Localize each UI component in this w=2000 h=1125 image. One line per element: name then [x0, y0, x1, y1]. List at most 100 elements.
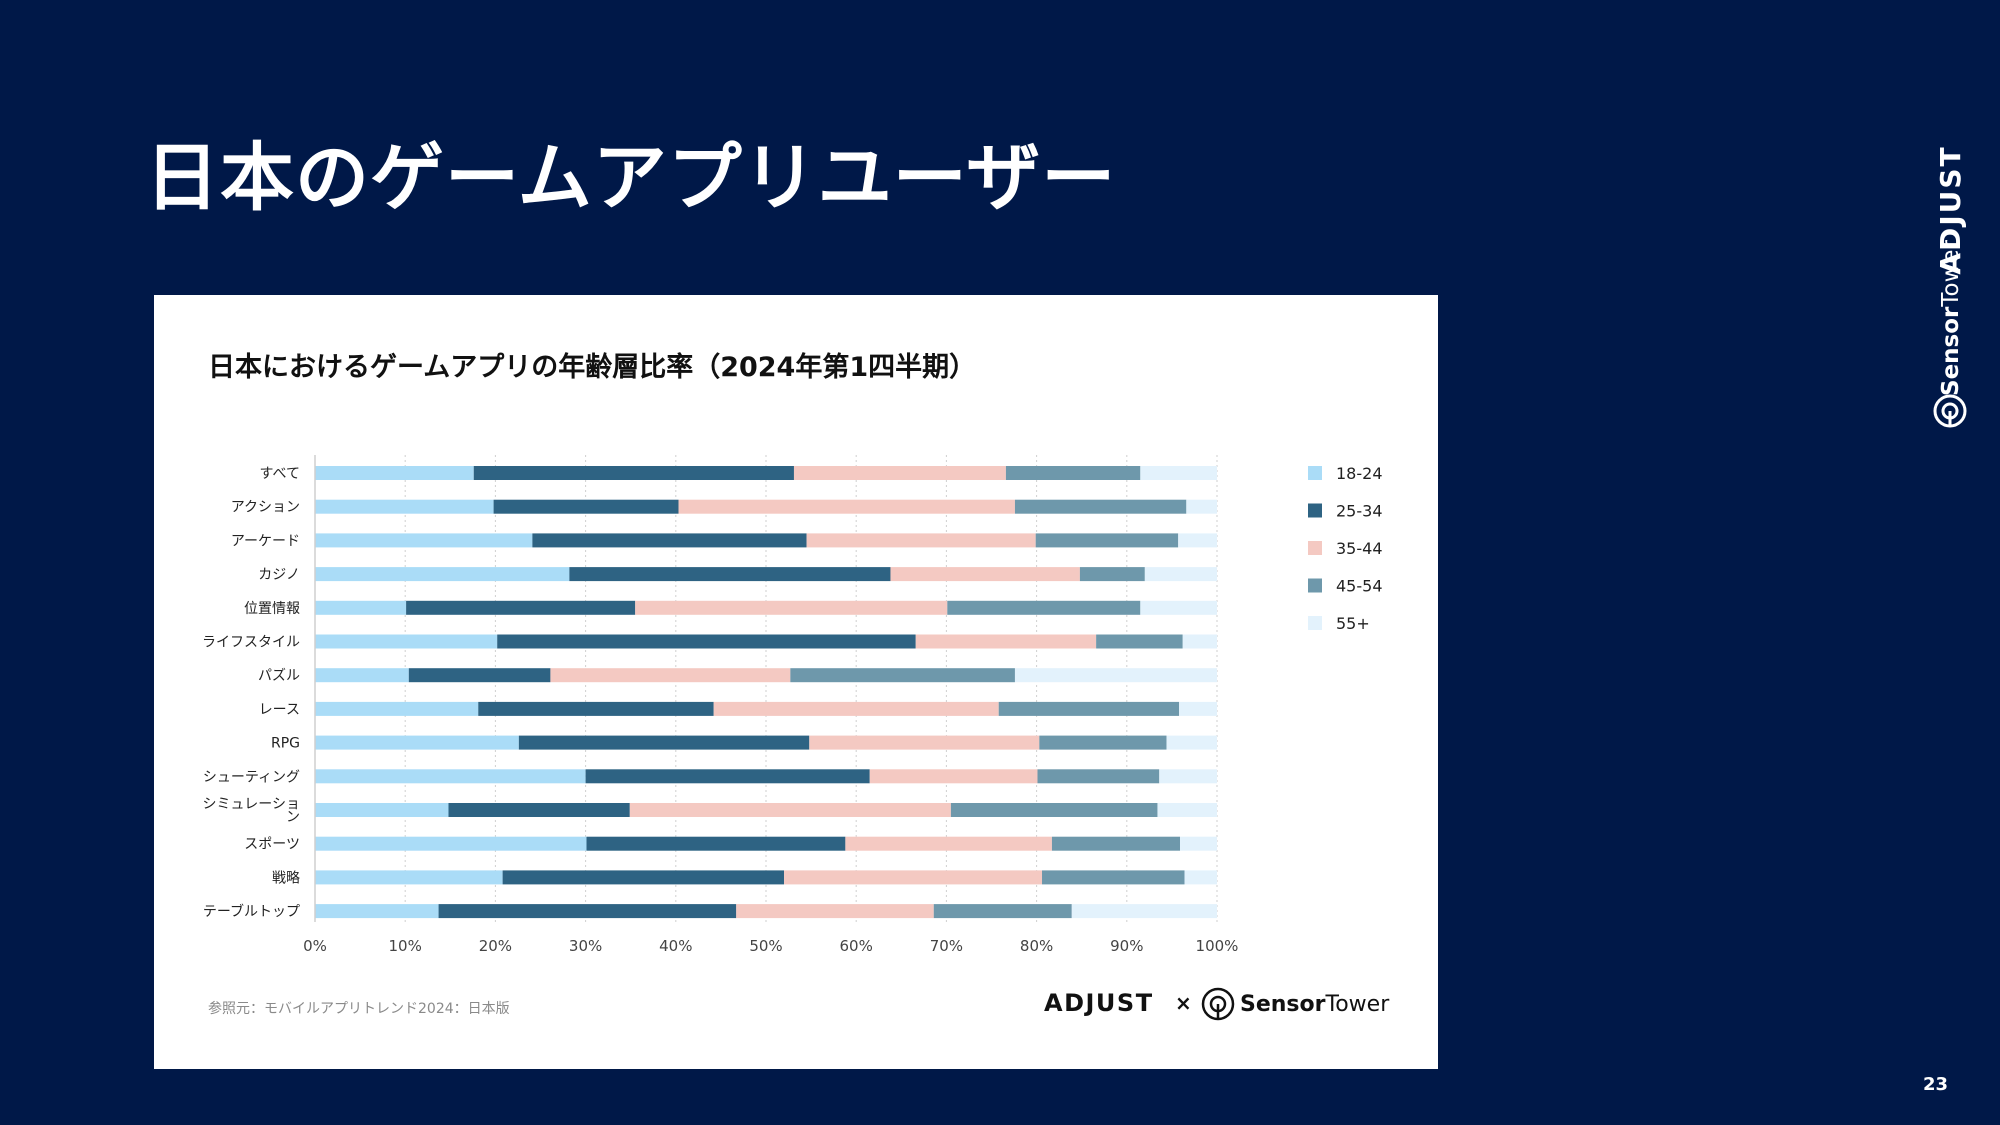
footer-logos: ADJUST × SensorTower [1044, 987, 1390, 1021]
bar-segment [793, 466, 1006, 480]
bar-segment [1039, 735, 1167, 750]
bar-segment [1005, 466, 1141, 480]
x-tick-label: 20% [479, 937, 512, 955]
bar-segment [1014, 668, 1217, 683]
bar-segment [809, 735, 1040, 750]
bar-segment [502, 870, 785, 885]
page-number: 23 [1922, 1074, 1948, 1095]
bar-segment [315, 499, 494, 514]
bar-segment [1079, 567, 1145, 582]
bar-segment [1051, 836, 1181, 851]
category-label: アクション [231, 500, 300, 516]
bar-segment [1014, 499, 1187, 514]
bar-segment [1178, 533, 1217, 548]
bar-segment [315, 904, 439, 919]
bar-segment [315, 870, 503, 885]
source-note: 参照元：モバイルアプリトレンド2024：日本版 [208, 1001, 510, 1017]
legend-label: 35-44 [1336, 539, 1383, 558]
category-label: ン [286, 810, 300, 826]
x-tick-label: 30% [569, 937, 602, 955]
bar-segment [315, 836, 587, 851]
x-tick-label: 40% [659, 937, 692, 955]
bar-segment [315, 634, 498, 649]
bar-segment [315, 769, 586, 784]
legend-swatch [1308, 578, 1322, 593]
category-label: シミュレーショ [203, 797, 300, 813]
x-tick-label: 80% [1020, 937, 1053, 955]
bar-segment [518, 735, 810, 750]
bar-segment [933, 904, 1072, 919]
bar-segment [1037, 769, 1160, 784]
bar-segment [493, 499, 679, 514]
bar-segment [1182, 634, 1217, 649]
grid-lines [404, 455, 1218, 922]
bar-segment [806, 533, 1036, 548]
x-tick-label: 0% [303, 937, 327, 955]
category-label: カジノ [258, 567, 300, 583]
bar-segment [1140, 466, 1217, 480]
bar-segment [784, 870, 1043, 885]
bar-segment [1144, 567, 1217, 582]
legend-label: 45-54 [1336, 577, 1383, 596]
times-sign: × [1175, 991, 1192, 1015]
legend-label: 18-24 [1336, 464, 1383, 483]
bar-segment [1157, 803, 1217, 817]
bar-segment [629, 803, 951, 817]
bar-segment [569, 567, 891, 582]
category-label: レース [259, 702, 300, 718]
bar-segment [532, 533, 807, 548]
x-tick-label: 90% [1110, 937, 1143, 955]
bar-segment [585, 769, 870, 784]
bar-segment [315, 567, 570, 582]
bar-segment [408, 668, 551, 683]
x-tick-label: 10% [389, 937, 422, 955]
category-label: パズル [258, 668, 300, 684]
category-label: 戦略 [272, 870, 300, 886]
legend-swatch [1308, 616, 1322, 630]
bar-segment [315, 668, 409, 683]
category-label: 位置情報 [244, 601, 300, 617]
side-brand-logos: ADJUST SensorTower [1933, 145, 1967, 428]
category-label: すべて [260, 466, 300, 482]
legend-label: 25-34 [1336, 502, 1383, 521]
sensortower-logo: SensorTower [1240, 992, 1390, 1017]
bar-segment [406, 600, 636, 615]
category-label: RPG [271, 736, 300, 752]
bar-segment [315, 735, 519, 750]
bar-segment [915, 634, 1097, 649]
bar-segment [315, 600, 407, 615]
bar-segment [950, 803, 1158, 817]
x-tick-labels: 0% 10% 20% 30% 40% 50% 60% 70% 80% 90% 100% [303, 937, 1238, 955]
bar-segment [845, 836, 1052, 851]
category-label: スポーツ [244, 837, 300, 853]
chart-title: 日本におけるゲームアプリの年齢層比率（2024年第1四半期） [208, 352, 977, 383]
bar-segment [678, 499, 1015, 514]
bar-segment [586, 836, 846, 851]
bar-segment [1042, 870, 1185, 885]
bar-segment [947, 600, 1141, 615]
bar-segment [890, 567, 1080, 582]
bar-segment [635, 600, 948, 615]
bar-segment [1166, 735, 1217, 750]
bar-segment [315, 533, 533, 548]
bar-segment [736, 904, 934, 919]
legend-swatch [1308, 541, 1322, 555]
chart-card: すべて アクション アーケード カジノ 位置情報 ライフスタイル パズル レース RPG シューテ… [154, 295, 1438, 1069]
bar-segment [478, 701, 714, 716]
side-adjust-logo: ADJUST [1934, 145, 1967, 274]
bar-segment [1184, 870, 1217, 885]
bar-segment [790, 668, 1015, 683]
bar-segment [1186, 499, 1217, 514]
x-tick-label: 60% [840, 937, 873, 955]
sensortower-logo-icon [1201, 987, 1235, 1021]
bar-segment [550, 668, 791, 683]
category-label: テーブルトップ [203, 903, 300, 920]
bar-segment [1071, 904, 1217, 919]
category-label: シューティング [203, 769, 300, 785]
x-tick-label: 100% [1196, 937, 1239, 955]
slide-title: 日本のゲームアプリユーザー [145, 135, 1117, 221]
bar-segment [315, 701, 479, 716]
bar-segment [1096, 634, 1183, 649]
